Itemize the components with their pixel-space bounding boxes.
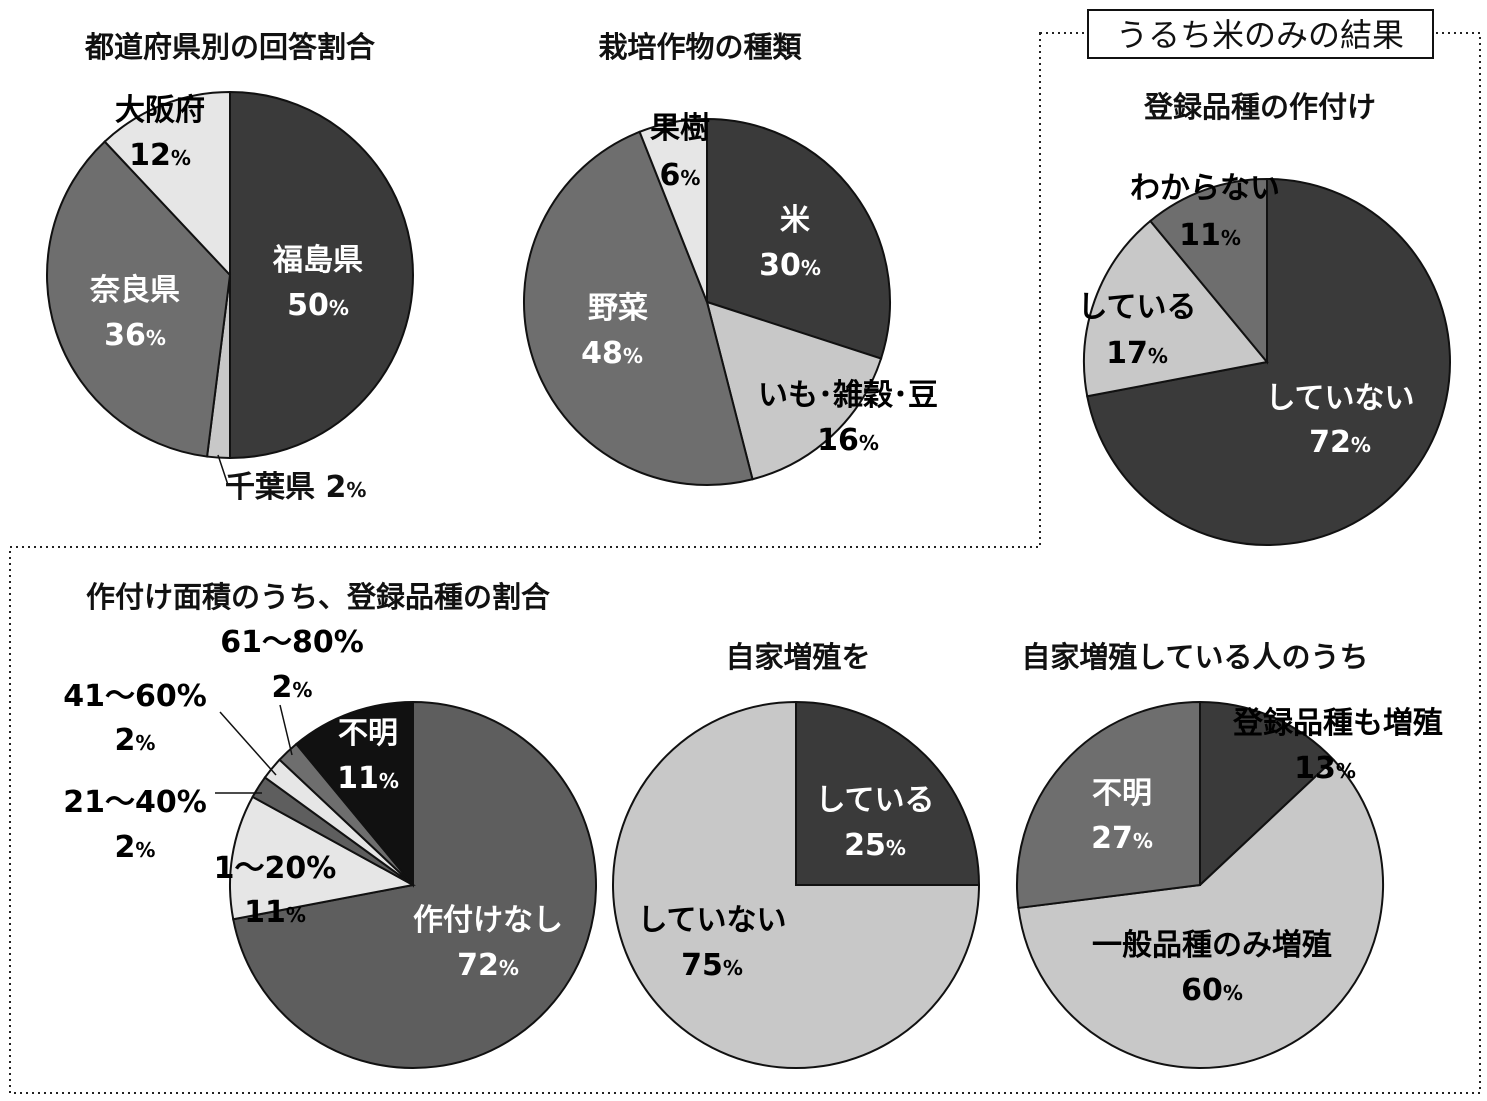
pie-slice [229,795,416,921]
slice-value: 2% [272,670,313,705]
slice-label: 不明 [338,716,398,751]
leader-line [219,711,277,776]
chart-title: 栽培作物の種類 [598,30,802,64]
slice-label: 作付けなし [413,903,563,938]
chart-title: 登録品種の作付け [1143,90,1376,124]
slice-label: 61～80% [220,625,364,660]
slice-label: 奈良県 [89,273,180,308]
slice-value: 11% [337,761,399,796]
slice-value: 27% [1091,821,1153,856]
slice-label: していない [1265,381,1414,416]
slice-value: 72% [1309,425,1371,460]
chart-title: 都道府県別の回答割合 [84,30,375,64]
leader-line [279,704,293,756]
chart-title: 自家増殖している人のうち [1021,640,1368,674]
pie-slice [294,700,414,888]
slice-label: 野菜 [588,291,648,326]
pie-slice [1017,758,1384,1069]
slice-value: 25% [844,828,906,863]
pie-slice [638,117,708,303]
chart-title: 自家増殖を [725,640,870,674]
pie-slice [1086,177,1451,546]
slice-value: 13% [1294,751,1356,786]
pie-slice [706,117,891,360]
pie-slice [1148,177,1268,365]
pie-slice [1015,700,1201,910]
slice-label: 米 [780,203,810,238]
slice-value: 75% [681,948,743,983]
slice-label: 不明 [1092,776,1152,811]
slice-label: 福島県 [272,243,363,278]
slice-value: 2% [115,723,156,758]
slice-value: 30% [759,248,821,283]
pie-slice [705,300,883,481]
slice-label: 41～60% [63,679,207,714]
leader-line [217,454,252,486]
pie-slice [795,700,981,886]
slice-value: 48% [581,336,643,371]
pie-slice [1199,700,1335,888]
slice-label: 果樹 [650,111,710,146]
slice-value: 6% [660,158,701,193]
slice-label: 1～20% [214,851,337,886]
pie-slice [1083,219,1269,398]
pie-slice [46,140,232,458]
slice-label: わからない [1130,171,1280,206]
slice-value: 11% [244,895,306,930]
slice-value: 50% [287,288,349,323]
slice-value: 11% [1179,218,1241,253]
slice-label: 一般品種のみ増殖 [1092,928,1332,963]
pie-slice [103,90,231,278]
slice-label: している [1077,290,1196,325]
section-label-box [1087,9,1434,59]
slice-value: 60% [1181,973,1243,1008]
slice-label: していない [637,903,786,938]
slice-label: 登録品種も増殖 [1232,706,1443,741]
slice-value: 12% [129,138,191,173]
section-label: うるち米のみの結果 [1116,16,1404,54]
slice-label: 21～40% [63,785,207,820]
slice-label: 大阪府 [115,93,205,128]
slice-value: 17% [1106,336,1168,371]
slice-value: 36% [104,318,166,353]
slice-value: 72% [457,948,519,983]
section-outline [9,32,1481,1094]
slice-value: 16% [817,423,879,458]
slice-label: 千葉県 2% [225,470,366,505]
chart-title: 作付け面積のうち、登録品種の割合 [86,580,550,614]
pie-slice [523,130,754,486]
slice-value: 2% [115,830,156,865]
slice-label: している [815,783,934,818]
pie-slice [229,90,414,460]
pie-slice [612,700,981,1069]
slice-label: いも･雑穀･豆 [758,378,938,413]
